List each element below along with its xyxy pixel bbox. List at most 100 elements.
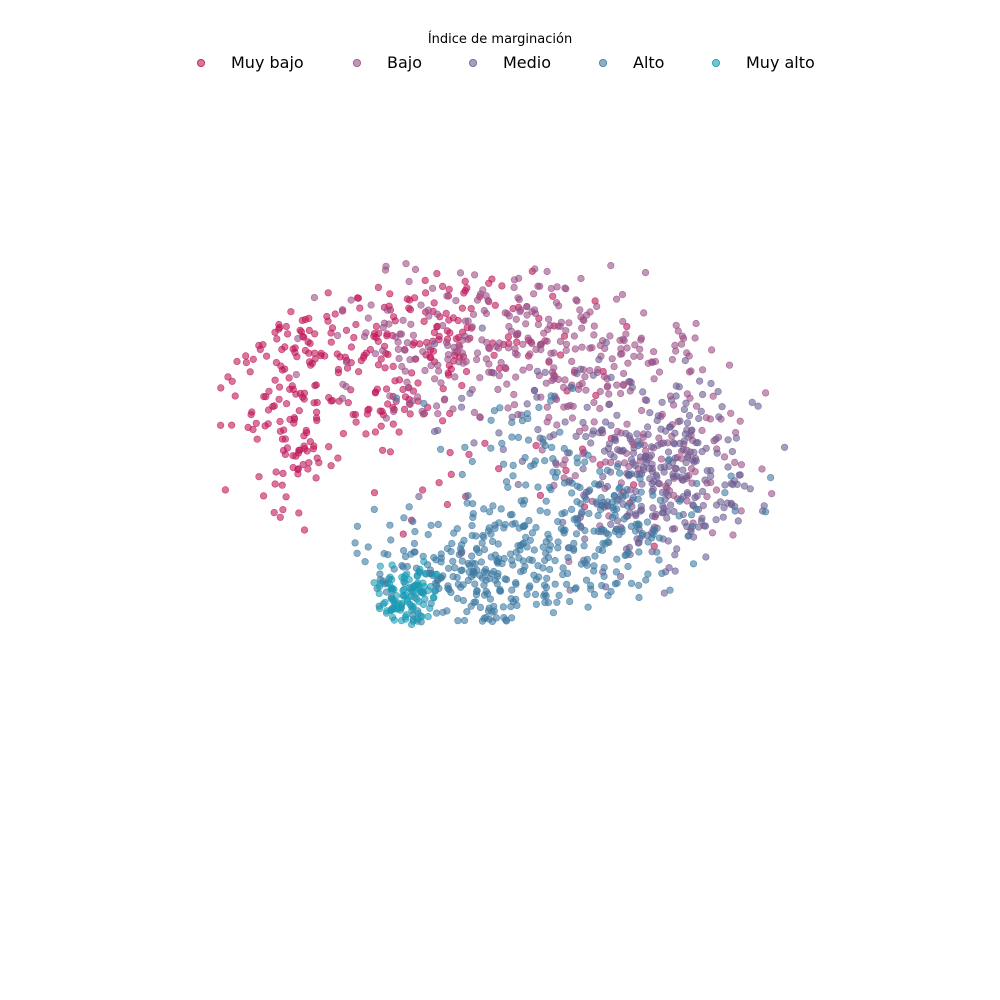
scatter-point-muy-bajo — [513, 338, 521, 346]
scatter-point-bajo — [758, 465, 766, 473]
scatter-point-muy-bajo — [395, 428, 403, 436]
scatter-point-muy-bajo — [439, 282, 447, 291]
scatter-point-medio — [754, 402, 762, 410]
scatter-point-alto — [507, 550, 515, 558]
scatter-point-medio — [649, 504, 657, 512]
scatter-point-muy-bajo — [295, 509, 303, 517]
scatter-point-alto — [500, 460, 508, 468]
scatter-point-muy-bajo — [327, 397, 335, 405]
scatter-point-alto — [731, 507, 739, 515]
scatter-point-bajo — [683, 349, 691, 357]
scatter-point-bajo — [569, 402, 577, 410]
scatter-point-alto — [666, 586, 674, 594]
scatter-point-alto — [692, 505, 700, 513]
scatter-point-medio — [698, 390, 707, 399]
scatter-point-bajo — [559, 383, 568, 392]
scatter-point-alto — [548, 443, 556, 452]
scatter-point-bajo — [619, 369, 628, 378]
scatter-point-alto — [596, 467, 604, 475]
scatter-point-alto — [487, 416, 495, 424]
scatter-point-alto — [568, 489, 576, 497]
scatter-point-muy-alto — [394, 605, 402, 613]
scatter-point-muy-bajo — [439, 417, 447, 425]
scatter-point-medio — [514, 480, 522, 489]
scatter-point-alto — [364, 543, 372, 551]
scatter-point-medio — [720, 504, 728, 512]
scatter-point-bajo — [510, 401, 519, 409]
scatter-point-muy-bajo — [374, 361, 383, 369]
scatter-point-alto — [551, 580, 559, 588]
scatter-point-bajo — [526, 350, 534, 358]
scatter-point-bajo — [421, 366, 429, 375]
scatter-point-alto — [411, 548, 419, 556]
legend-label: Medio — [503, 53, 551, 72]
scatter-point-bajo — [568, 357, 576, 366]
scatter-point-muy-bajo — [282, 493, 290, 501]
scatter-point-muy-alto — [398, 599, 406, 607]
scatter-point-muy-bajo — [364, 406, 372, 414]
scatter-point-muy-bajo — [408, 369, 416, 377]
scatter-point-medio — [683, 489, 692, 497]
scatter-point-bajo — [631, 341, 639, 349]
scatter-point-bajo — [382, 414, 390, 422]
scatter-point-bajo — [468, 323, 476, 331]
scatter-point-bajo — [612, 295, 621, 303]
scatter-point-muy-bajo — [270, 402, 278, 410]
scatter-point-alto — [570, 515, 578, 524]
scatter-point-alto — [386, 521, 394, 529]
scatter-point-alto — [485, 524, 493, 532]
scatter-point-muy-bajo — [246, 368, 254, 376]
scatter-point-muy-bajo — [395, 376, 404, 384]
scatter-point-alto — [410, 539, 419, 548]
scatter-point-bajo — [655, 368, 664, 376]
scatter-point-muy-bajo — [305, 459, 313, 467]
scatter-point-bajo — [725, 361, 734, 369]
scatter-point-muy-bajo — [376, 407, 384, 415]
scatter-point-bajo — [427, 362, 435, 370]
scatter-point-bajo — [649, 348, 658, 356]
scatter-point-muy-bajo — [287, 308, 295, 316]
scatter-point-bajo — [503, 380, 511, 388]
scatter-point-bajo — [619, 381, 628, 389]
scatter-point-bajo — [510, 283, 518, 292]
scatter-point-alto — [590, 590, 599, 599]
scatter-point-alto — [766, 474, 775, 482]
scatter-point-bajo — [768, 490, 776, 498]
scatter-point-bajo — [636, 345, 644, 353]
scatter-point-bajo — [501, 309, 509, 317]
scatter-point-muy-bajo — [384, 400, 392, 408]
legend-item-muy-bajo: Muy bajo — [196, 53, 304, 72]
scatter-point-muy-bajo — [305, 326, 313, 335]
scatter-point-muy-bajo — [352, 418, 360, 426]
scatter-point-alto — [524, 415, 532, 423]
scatter-point-alto — [451, 564, 459, 572]
scatter-point-muy-bajo — [342, 326, 351, 334]
scatter-point-muy-bajo — [262, 393, 270, 401]
scatter-point-alto — [569, 545, 578, 553]
scatter-point-muy-bajo — [231, 392, 239, 400]
scatter-point-medio — [683, 426, 691, 434]
scatter-point-bajo — [637, 406, 646, 415]
scatter-point-muy-bajo — [292, 390, 300, 398]
scatter-point-medio — [680, 405, 689, 414]
scatter-point-muy-alto — [426, 604, 434, 612]
scatter-point-bajo — [590, 398, 598, 407]
scatter-point-alto — [432, 556, 440, 564]
scatter-point-medio — [702, 553, 710, 561]
scatter-point-muy-bajo — [465, 450, 473, 459]
scatter-point-bajo — [338, 394, 347, 403]
scatter-point-muy-bajo — [263, 352, 271, 360]
scatter-point-muy-bajo — [371, 389, 380, 397]
scatter-point-medio — [660, 504, 668, 512]
scatter-point-bajo — [443, 292, 451, 300]
scatter-point-bajo — [641, 269, 650, 277]
scatter-point-medio — [634, 539, 643, 547]
scatter-point-alto — [567, 505, 576, 514]
scatter-point-alto — [476, 603, 485, 612]
scatter-point-bajo — [497, 359, 505, 367]
scatter-point-medio — [657, 425, 665, 433]
scatter-point-medio — [746, 485, 754, 493]
scatter-point-medio — [664, 448, 673, 456]
scatter-point-alto — [353, 522, 362, 530]
scatter-point-bajo — [402, 260, 410, 268]
